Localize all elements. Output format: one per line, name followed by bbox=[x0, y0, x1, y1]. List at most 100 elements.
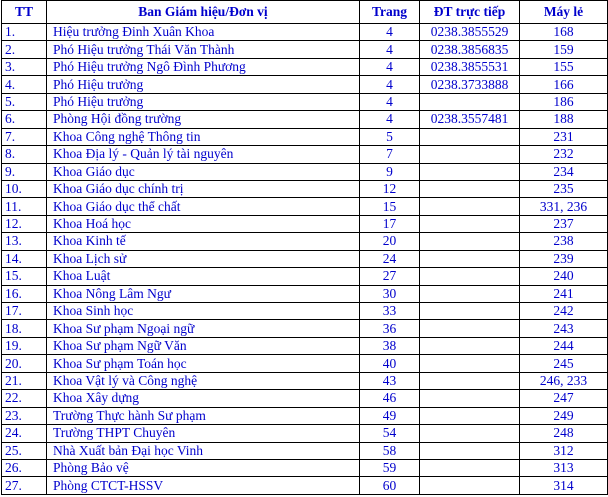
unit-name: Khoa Công nghệ Thông tin bbox=[46, 127, 360, 147]
unit-name: Trường Thực hành Sư phạm bbox=[46, 406, 360, 426]
unit-name: Phòng Hội đồng trường bbox=[46, 110, 360, 129]
table-row: 27. Phòng CTCT-HSSV 60 314 bbox=[1, 476, 608, 495]
extension-number: 244 bbox=[519, 336, 608, 356]
table-row: 1. Hiệu trưởng Đinh Xuân Khoa 4 0238.385552… bbox=[1, 22, 608, 42]
header-page: Trang bbox=[359, 0, 420, 24]
row-number: 6. bbox=[1, 110, 47, 129]
extension-number: 234 bbox=[519, 162, 608, 181]
page-number: 54 bbox=[359, 424, 420, 443]
page-number: 58 bbox=[359, 441, 420, 460]
page-number: 4 bbox=[359, 22, 420, 42]
header-ext: Máy lẻ bbox=[519, 0, 608, 24]
extension-number: 243 bbox=[519, 319, 608, 338]
page-number: 4 bbox=[359, 57, 420, 77]
row-number: 23. bbox=[1, 406, 47, 426]
extension-number: 166 bbox=[519, 75, 608, 94]
page-number: 9 bbox=[359, 162, 420, 181]
page-number: 60 bbox=[359, 476, 420, 495]
table-row: 6. Phòng Hội đồng trường 4 0238.3557481 188 bbox=[1, 110, 608, 129]
extension-number: 155 bbox=[519, 57, 608, 77]
row-number: 18. bbox=[1, 319, 47, 338]
row-number: 7. bbox=[1, 127, 47, 147]
direct-phone: 0238.3855529 bbox=[419, 22, 520, 42]
unit-name: Khoa Hoá học bbox=[46, 214, 360, 234]
page-number: 43 bbox=[359, 371, 420, 391]
page-number: 36 bbox=[359, 319, 420, 338]
page-number: 4 bbox=[359, 75, 420, 94]
extension-number: 232 bbox=[519, 145, 608, 164]
table-row: 16. Khoa Nông Lâm Ngư 30 241 bbox=[1, 284, 608, 304]
row-number: 27. bbox=[1, 476, 47, 495]
table-row: 15. Khoa Luật 27 240 bbox=[1, 267, 608, 286]
page-number: 24 bbox=[359, 249, 420, 269]
page-number: 5 bbox=[359, 127, 420, 147]
extension-number: 186 bbox=[519, 92, 608, 112]
direct-phone bbox=[419, 214, 520, 234]
extension-number: 331, 236 bbox=[519, 197, 608, 216]
row-number: 3. bbox=[1, 57, 47, 77]
direct-phone bbox=[419, 162, 520, 181]
extension-number: 248 bbox=[519, 424, 608, 443]
row-number: 10. bbox=[1, 179, 47, 199]
table-row: 9. Khoa Giáo dục 9 234 bbox=[1, 162, 608, 181]
row-number: 16. bbox=[1, 284, 47, 304]
page-number: 33 bbox=[359, 301, 420, 321]
unit-name: Khoa Sư phạm Toán học bbox=[46, 354, 360, 373]
page-number: 7 bbox=[359, 145, 420, 164]
row-number: 13. bbox=[1, 232, 47, 251]
direct-phone: 0238.3856835 bbox=[419, 40, 520, 59]
table-row: 24. Trường THPT Chuyên 54 248 bbox=[1, 424, 608, 443]
extension-number: 312 bbox=[519, 441, 608, 460]
row-number: 14. bbox=[1, 249, 47, 269]
unit-name: Khoa Sư phạm Ngoại ngữ bbox=[46, 319, 360, 338]
extension-number: 239 bbox=[519, 249, 608, 269]
direct-phone bbox=[419, 92, 520, 112]
extension-number: 168 bbox=[519, 22, 608, 42]
unit-name: Khoa Vật lý và Công nghệ bbox=[46, 371, 360, 391]
page-number: 59 bbox=[359, 458, 420, 478]
extension-number: 246, 233 bbox=[519, 371, 608, 391]
unit-name: Phó Hiệu trưởng Ngô Đình Phương bbox=[46, 57, 360, 77]
table-row: 21. Khoa Vật lý và Công nghệ 43 246, 233 bbox=[1, 371, 608, 391]
unit-name: Phó Hiệu trưởng Thái Văn Thành bbox=[46, 40, 360, 59]
page-number: 4 bbox=[359, 92, 420, 112]
table-row: 8. Khoa Địa lý - Quản lý tài nguyên 7 232 bbox=[1, 145, 608, 164]
direct-phone bbox=[419, 441, 520, 460]
table-row: 20. Khoa Sư phạm Toán học 40 245 bbox=[1, 354, 608, 373]
unit-name: Phó Hiệu trưởng bbox=[46, 92, 360, 112]
table-row: 13. Khoa Kinh tế 20 238 bbox=[1, 232, 608, 251]
extension-number: 249 bbox=[519, 406, 608, 426]
extension-number: 188 bbox=[519, 110, 608, 129]
row-number: 15. bbox=[1, 267, 47, 286]
row-number: 12. bbox=[1, 214, 47, 234]
row-number: 5. bbox=[1, 92, 47, 112]
unit-name: Phó Hiệu trưởng bbox=[46, 75, 360, 94]
direct-phone: 0238.3733888 bbox=[419, 75, 520, 94]
row-number: 4. bbox=[1, 75, 47, 94]
direct-phone bbox=[419, 232, 520, 251]
unit-name: Khoa Lịch sử bbox=[46, 249, 360, 269]
extension-number: 313 bbox=[519, 458, 608, 478]
direct-phone: 0238.3855531 bbox=[419, 57, 520, 77]
row-number: 20. bbox=[1, 354, 47, 373]
unit-name: Khoa Địa lý - Quản lý tài nguyên bbox=[46, 145, 360, 164]
unit-name: Trường THPT Chuyên bbox=[46, 424, 360, 443]
page-number: 49 bbox=[359, 406, 420, 426]
extension-number: 235 bbox=[519, 179, 608, 199]
direct-phone bbox=[419, 145, 520, 164]
direct-phone bbox=[419, 406, 520, 426]
direct-phone bbox=[419, 319, 520, 338]
extension-number: 242 bbox=[519, 301, 608, 321]
row-number: 11. bbox=[1, 197, 47, 216]
direct-phone bbox=[419, 476, 520, 495]
table-row: 2. Phó Hiệu trưởng Thái Văn Thành 4 0238.38… bbox=[1, 40, 608, 59]
unit-name: Hiệu trưởng Đinh Xuân Khoa bbox=[46, 22, 360, 42]
unit-name: Phòng CTCT-HSSV bbox=[46, 476, 360, 495]
direct-phone bbox=[419, 197, 520, 216]
row-number: 22. bbox=[1, 389, 47, 408]
direct-phone bbox=[419, 336, 520, 356]
direct-phone bbox=[419, 389, 520, 408]
page-number: 4 bbox=[359, 110, 420, 129]
direct-phone bbox=[419, 249, 520, 269]
